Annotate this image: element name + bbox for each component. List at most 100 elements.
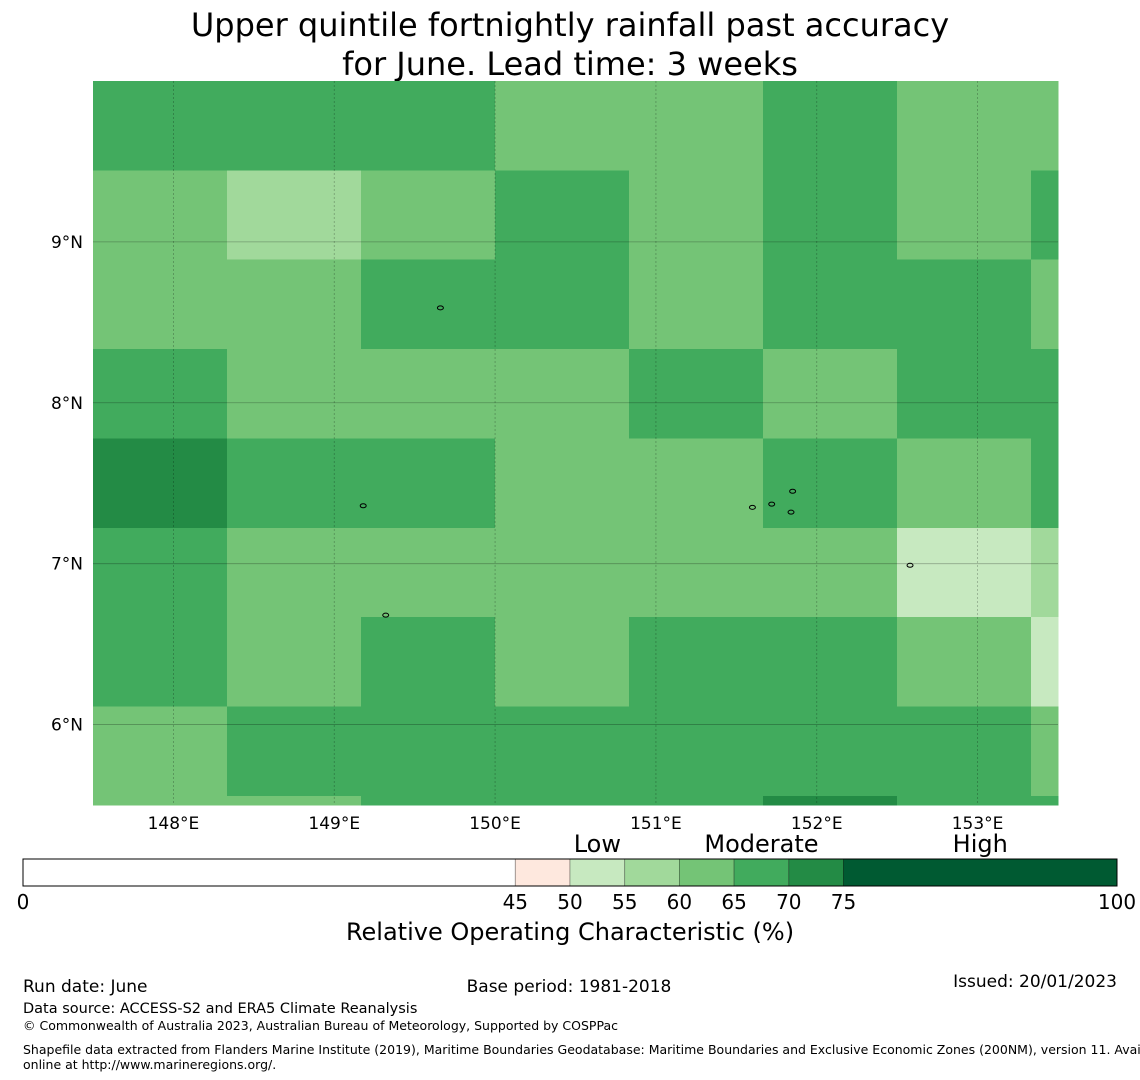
grid-cell <box>226 438 362 529</box>
colorbar-segment <box>733 858 790 887</box>
grid-cell <box>495 795 630 806</box>
grid-cell <box>897 81 1032 172</box>
colorbar-tick-label: 50 <box>557 890 582 914</box>
grid-cell <box>629 706 764 797</box>
lat-tick-label: 9°N <box>51 233 83 253</box>
grid-cell <box>1031 527 1059 618</box>
grid-cell <box>361 438 496 529</box>
island-outline <box>382 612 390 618</box>
grid-cell <box>361 81 496 172</box>
grid-cell <box>629 795 764 806</box>
grid-cell <box>763 795 898 806</box>
grid-cell <box>1031 170 1059 261</box>
copyright-notice: © Commonwealth of Australia 2023, Austra… <box>23 1018 618 1033</box>
grid-cell <box>897 706 1032 797</box>
grid-cell <box>226 795 362 806</box>
base-period: Base period: 1981-2018 <box>466 977 672 997</box>
grid-cell <box>495 349 630 440</box>
grid-cell <box>763 438 898 529</box>
grid-cell <box>495 438 630 529</box>
grid-cell <box>361 170 496 261</box>
grid-cell <box>495 170 630 261</box>
chart-title-line-1: Upper quintile fortnightly rainfall past… <box>190 6 950 44</box>
island-outline <box>748 504 756 510</box>
grid-cell <box>93 706 228 797</box>
island-outline <box>359 503 367 509</box>
grid-cell <box>1031 706 1059 797</box>
grid-cell <box>495 706 630 797</box>
grid-cell <box>226 81 362 172</box>
grid-cell <box>897 438 1032 529</box>
grid-cell <box>93 349 228 440</box>
grid-cell <box>897 617 1032 708</box>
lat-tick-label: 8°N <box>51 394 83 414</box>
grid-cell <box>897 527 1032 618</box>
island-outline <box>436 305 444 311</box>
grid-cell <box>226 259 362 350</box>
colorbar-tick-label: 70 <box>776 890 801 914</box>
lon-tick-label: 150°E <box>469 814 521 834</box>
grid-cell <box>629 617 764 708</box>
lon-tick-label: 148°E <box>148 814 200 834</box>
grid-cell <box>226 706 362 797</box>
grid-cell <box>1031 259 1059 350</box>
grid-cell <box>629 438 764 529</box>
colorbar-tick-label: 75 <box>831 890 856 914</box>
colorbar-tick-label: 45 <box>503 890 528 914</box>
colorbar-segment <box>788 858 844 887</box>
colorbar-tick-label: 65 <box>721 890 746 914</box>
grid-cell <box>763 170 898 261</box>
colorbar-frame <box>22 858 1118 887</box>
grid-cell <box>763 81 898 172</box>
grid-cell <box>1031 438 1059 529</box>
colorbar-segment <box>22 858 516 887</box>
island-outline <box>906 562 914 568</box>
colorbar-tick-label: 0 <box>17 890 30 914</box>
colorbar-segment <box>679 858 735 887</box>
colorbar-tick-label: 55 <box>612 890 637 914</box>
island-outline <box>787 509 795 515</box>
grid-cell <box>1031 349 1059 440</box>
lon-tick-label: 149°E <box>308 814 360 834</box>
grid-cell <box>93 81 228 172</box>
colorbar-segment <box>624 858 680 887</box>
shapefile-credit-line-1: Shapefile data extracted from Flanders M… <box>23 1042 1140 1057</box>
shapefile-credit-line-2: online at http://www.marineregions.org/. <box>23 1057 277 1072</box>
grid-cell <box>361 795 496 806</box>
grid-cell <box>361 259 496 350</box>
colorbar-tick-label: 60 <box>667 890 692 914</box>
island-outline <box>768 501 776 507</box>
run-date: Run date: June <box>23 977 148 997</box>
grid-cell <box>361 349 496 440</box>
issued-date: Issued: 20/01/2023 <box>953 972 1117 992</box>
grid-cell <box>93 527 228 618</box>
grid-cell <box>629 170 764 261</box>
lat-tick-label: 7°N <box>51 555 83 575</box>
grid-cell <box>1031 81 1059 172</box>
grid-cell <box>93 617 228 708</box>
islands <box>359 305 914 618</box>
grid-cell <box>361 706 496 797</box>
grid-cell <box>763 349 898 440</box>
colorbar-segment <box>843 858 1118 887</box>
data-source: Data source: ACCESS-S2 and ERA5 Climate … <box>23 1001 418 1017</box>
grid-cell <box>495 81 630 172</box>
grid-cell <box>629 81 764 172</box>
grid-cell <box>763 527 898 618</box>
colorbar-title: Relative Operating Characteristic (%) <box>345 918 795 946</box>
grid-cell <box>93 259 228 350</box>
grid-cell <box>226 170 362 261</box>
chart-title-line-2: for June. Lead time: 3 weeks <box>342 45 798 83</box>
island-outline <box>789 488 797 494</box>
grid-cell <box>361 617 496 708</box>
grid-cell <box>226 617 362 708</box>
grid-cell <box>495 259 630 350</box>
colorbar-tick-label: 100 <box>1098 890 1136 914</box>
grid-cell <box>897 349 1032 440</box>
lon-tick-label: 151°E <box>630 814 682 834</box>
grid-cell <box>763 706 898 797</box>
graticule <box>93 81 1058 805</box>
grid-cell <box>495 617 630 708</box>
grid-cell <box>763 617 898 708</box>
